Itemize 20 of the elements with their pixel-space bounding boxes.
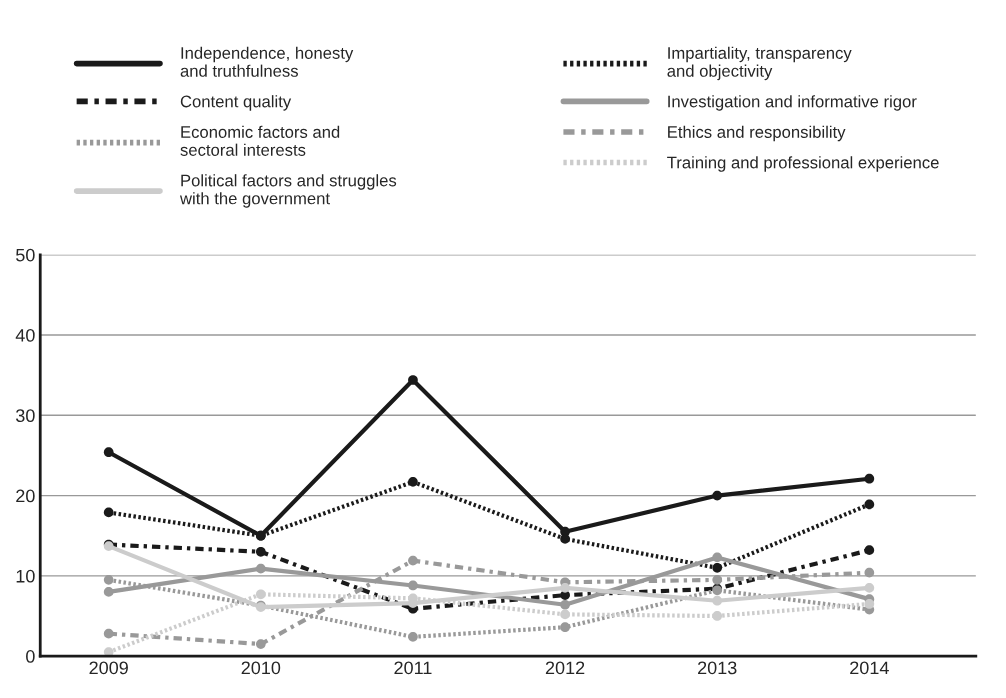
x-tick-label: 2013: [698, 661, 737, 675]
y-tick-label: 40: [15, 328, 35, 342]
y-tick-label: 10: [16, 569, 35, 583]
x-tick-label: 2010: [241, 661, 281, 675]
x-tick-label: 2011: [394, 661, 432, 675]
x-tick-label: 2009: [89, 661, 128, 675]
legend-label: Ethics and responsibility: [668, 125, 846, 142]
x-tick-label: 2014: [850, 661, 889, 675]
x-tick-label: 2012: [545, 661, 585, 675]
legend-label: Independence, honesty and truthfulness: [180, 46, 354, 77]
y-tick-label: 20: [16, 489, 35, 503]
legend-label: Training and professional experience: [667, 156, 939, 172]
y-tick-label: 0: [26, 650, 35, 663]
legend-label: Impartiality, transparency and objectivity: [667, 46, 852, 81]
y-tick-label: 50: [16, 248, 35, 262]
y-tick-label: 30: [15, 409, 35, 423]
legend-label: Investigation and informative rigor: [668, 95, 917, 111]
legend-label: Content quality: [180, 95, 292, 111]
legend-label: Economic factors and sectoral interests: [180, 125, 340, 156]
legend-label: Political factors and struggles with the government: [179, 174, 397, 208]
